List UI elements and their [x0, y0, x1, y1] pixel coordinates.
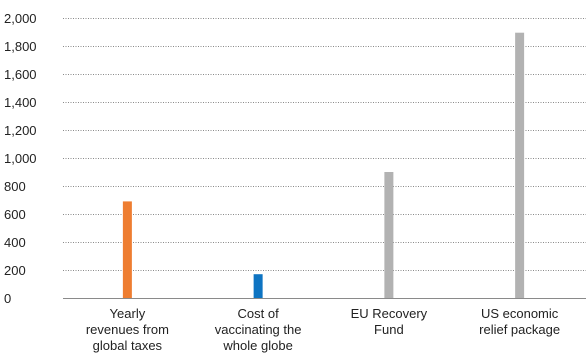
bars [122, 32, 525, 298]
y-tick-label: 400 [4, 235, 26, 250]
x-axis-category-labels: Yearly revenues from global taxes Cost of va… [86, 306, 560, 353]
bar [253, 274, 263, 298]
x-category-label-line: Cost of [238, 306, 280, 321]
x-category-label-line: whole globe [222, 338, 292, 353]
x-category-label-line: Yearly [110, 306, 146, 321]
x-category-label-line: vaccinating the [215, 322, 302, 337]
gridlines [63, 18, 586, 299]
x-category-label: Cost of vaccinating the whole globe [215, 306, 302, 353]
y-tick-label: 1,800 [4, 39, 37, 54]
x-category-label: US economic relief package [479, 306, 560, 337]
x-category-label-line: global taxes [93, 338, 163, 353]
y-tick-label: 0 [4, 291, 11, 306]
x-category-label: EU Recovery Fund [351, 306, 428, 337]
x-category-label-line: US economic [481, 306, 559, 321]
y-tick-label: 2,000 [4, 11, 37, 26]
x-category-label-line: relief package [479, 322, 560, 337]
y-tick-label: 1,000 [4, 151, 37, 166]
y-tick-label: 800 [4, 179, 26, 194]
y-axis-tick-labels: 0 200 400 600 800 1,000 1,200 1,400 1,600 1,800 2,… [4, 11, 37, 306]
x-category-label-line: EU Recovery [351, 306, 428, 321]
y-tick-label: 1,400 [4, 95, 37, 110]
y-tick-label: 1,600 [4, 67, 37, 82]
bar [122, 201, 132, 298]
y-tick-label: 1,200 [4, 123, 37, 138]
x-category-label-line: revenues from [86, 322, 169, 337]
y-tick-label: 600 [4, 207, 26, 222]
bar [515, 32, 525, 298]
y-tick-label: 200 [4, 263, 26, 278]
bar [384, 172, 394, 298]
x-category-label-line: Fund [374, 322, 404, 337]
x-category-label: Yearly revenues from global taxes [86, 306, 169, 353]
